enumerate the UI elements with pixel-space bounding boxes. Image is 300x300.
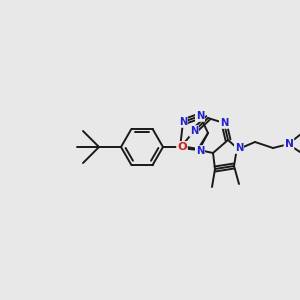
Text: N: N — [196, 146, 204, 156]
Text: N: N — [235, 143, 243, 153]
Text: N: N — [190, 126, 198, 136]
Text: N: N — [220, 118, 228, 128]
Text: O: O — [177, 142, 187, 152]
Text: N: N — [196, 111, 204, 121]
Text: N: N — [179, 117, 187, 127]
Text: N: N — [285, 139, 293, 149]
